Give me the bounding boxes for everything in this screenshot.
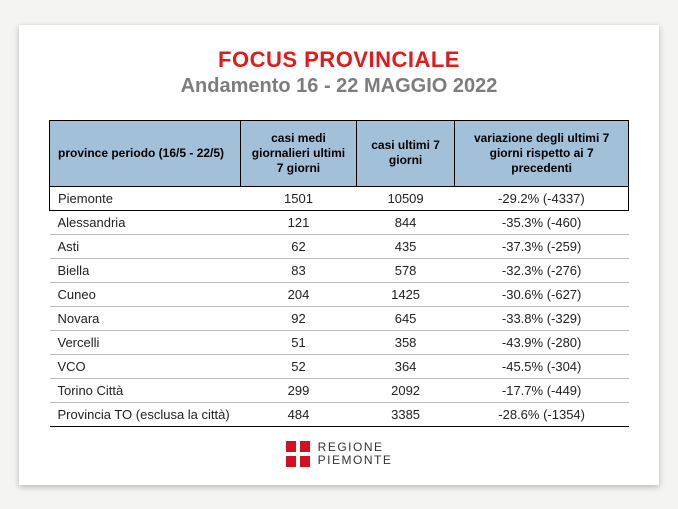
footer: REGIONE PIEMONTE <box>49 441 629 467</box>
table-cell: 299 <box>241 378 357 402</box>
table-cell: Novara <box>50 306 241 330</box>
table-cell: -35.3% (-460) <box>455 210 629 234</box>
footer-text: REGIONE PIEMONTE <box>318 441 393 466</box>
col-header-casi-7g: casi ultimi 7 giorni <box>356 120 454 186</box>
table-row: Vercelli51358-43.9% (-280) <box>50 330 629 354</box>
table-cell: 204 <box>241 282 357 306</box>
table-cell: 1425 <box>356 282 454 306</box>
table-cell: -29.2% (-4337) <box>455 186 629 210</box>
table-cell: Biella <box>50 258 241 282</box>
table-row: Cuneo2041425-30.6% (-627) <box>50 282 629 306</box>
table-cell: 578 <box>356 258 454 282</box>
table-cell: Torino Città <box>50 378 241 402</box>
table-cell: 2092 <box>356 378 454 402</box>
table-row: VCO52364-45.5% (-304) <box>50 354 629 378</box>
table-row: Alessandria121844-35.3% (-460) <box>50 210 629 234</box>
table-cell: -30.6% (-627) <box>455 282 629 306</box>
table-cell: 435 <box>356 234 454 258</box>
table-cell: 121 <box>241 210 357 234</box>
table-row: Piemonte150110509-29.2% (-4337) <box>50 186 629 210</box>
table-cell: -43.9% (-280) <box>455 330 629 354</box>
province-table: province periodo (16/5 - 22/5) casi medi… <box>49 120 629 427</box>
table-cell: 645 <box>356 306 454 330</box>
table-cell: -37.3% (-259) <box>455 234 629 258</box>
table-header: province periodo (16/5 - 22/5) casi medi… <box>50 120 629 186</box>
table-cell: Vercelli <box>50 330 241 354</box>
table-cell: 484 <box>241 402 357 426</box>
table-row: Asti62435-37.3% (-259) <box>50 234 629 258</box>
col-header-variazione: variazione degli ultimi 7 giorni rispett… <box>455 120 629 186</box>
table-cell: Alessandria <box>50 210 241 234</box>
table-row: Biella83578-32.3% (-276) <box>50 258 629 282</box>
table-cell: Cuneo <box>50 282 241 306</box>
table-cell: 358 <box>356 330 454 354</box>
table-cell: -45.5% (-304) <box>455 354 629 378</box>
regione-piemonte-logo-icon <box>286 441 310 467</box>
table-cell: 62 <box>241 234 357 258</box>
table-cell: 52 <box>241 354 357 378</box>
table-cell: Provincia TO (esclusa la città) <box>50 402 241 426</box>
col-header-casi-medi: casi medi giornalieri ultimi 7 giorni <box>241 120 357 186</box>
report-subtitle: Andamento 16 - 22 MAGGIO 2022 <box>49 75 629 98</box>
table-row: Torino Città2992092-17.7% (-449) <box>50 378 629 402</box>
table-cell: 10509 <box>356 186 454 210</box>
table-cell: 51 <box>241 330 357 354</box>
table-row: Novara92645-33.8% (-329) <box>50 306 629 330</box>
col-header-province: province periodo (16/5 - 22/5) <box>50 120 241 186</box>
report-card: FOCUS PROVINCIALE Andamento 16 - 22 MAGG… <box>19 25 659 485</box>
table-cell: 3385 <box>356 402 454 426</box>
table-cell: 1501 <box>241 186 357 210</box>
table-body: Piemonte150110509-29.2% (-4337)Alessandr… <box>50 186 629 426</box>
footer-line2: PIEMONTE <box>318 453 393 467</box>
report-title: FOCUS PROVINCIALE <box>49 47 629 73</box>
table-cell: Asti <box>50 234 241 258</box>
table-cell: 844 <box>356 210 454 234</box>
table-cell: 364 <box>356 354 454 378</box>
table-cell: -32.3% (-276) <box>455 258 629 282</box>
table-cell: -33.8% (-329) <box>455 306 629 330</box>
table-row: Provincia TO (esclusa la città)4843385-2… <box>50 402 629 426</box>
table-cell: 83 <box>241 258 357 282</box>
table-cell: -28.6% (-1354) <box>455 402 629 426</box>
table-cell: 92 <box>241 306 357 330</box>
table-cell: VCO <box>50 354 241 378</box>
table-cell: -17.7% (-449) <box>455 378 629 402</box>
table-cell: Piemonte <box>50 186 241 210</box>
